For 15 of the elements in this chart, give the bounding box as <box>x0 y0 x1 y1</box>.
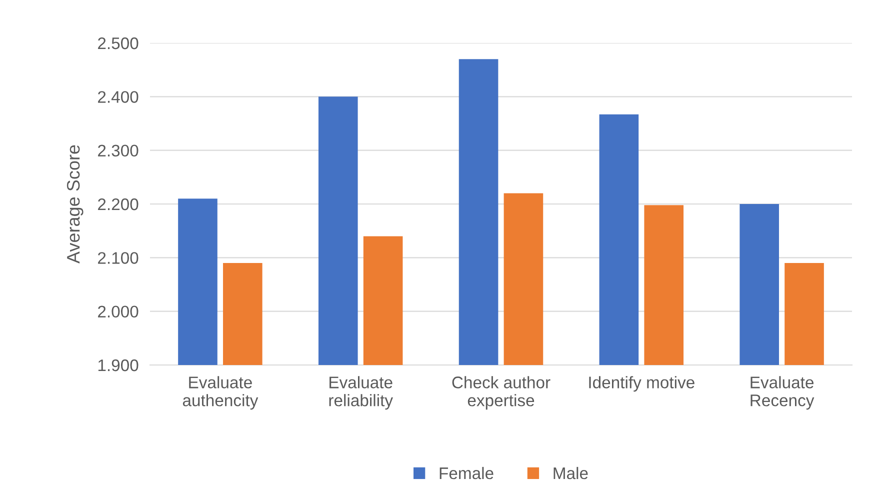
x-tick-label: Identify motive <box>589 376 694 392</box>
y-tick-label: 2.400 <box>98 91 138 103</box>
legend-label: Female <box>440 466 494 480</box>
y-axis-title: Average Score <box>66 145 84 264</box>
y-tick-label: 2.000 <box>98 306 138 318</box>
y-tick-label: 2.300 <box>98 144 138 157</box>
y-tick-label: 1.900 <box>98 359 138 372</box>
x-tick-label: Evaluate authencity <box>182 376 258 410</box>
x-tick-label: Evaluate Recency <box>750 376 814 410</box>
x-tick-label: Evaluate reliability <box>329 376 393 410</box>
y-tick-label: 2.100 <box>98 252 138 264</box>
y-tick-label: 2.200 <box>98 198 138 210</box>
x-tick-label: Check author expertise <box>452 376 550 410</box>
y-tick-label: 2.500 <box>98 37 138 50</box>
legend-label: Male <box>554 466 588 480</box>
